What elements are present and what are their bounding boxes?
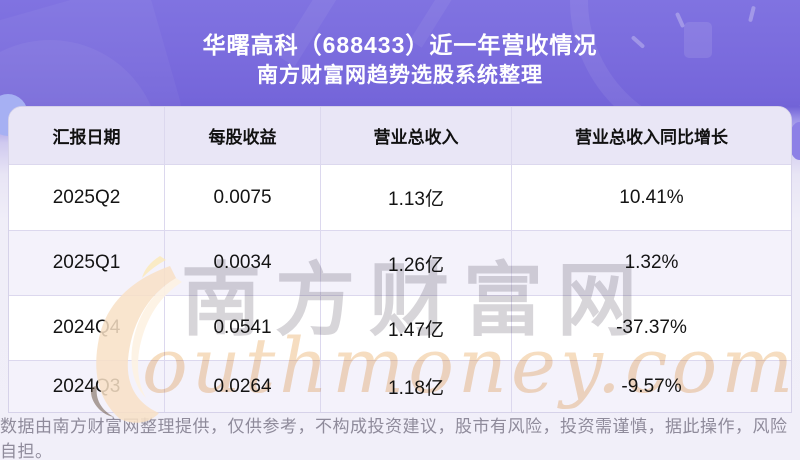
total-revenue-cell: 1.47亿 (321, 296, 512, 361)
total-revenue-cell: 1.13亿 (321, 165, 512, 231)
yoy-growth-cell: -37.37% (512, 296, 791, 361)
column-header-yoy-growth: 营业总收入同比增长 (512, 107, 791, 165)
eps-cell: 0.0264 (165, 361, 321, 412)
page-subtitle: 南方财富网趋势选股系统整理 (257, 64, 543, 87)
yoy-growth-cell: -9.57% (512, 361, 791, 412)
column-header-eps: 每股收益 (165, 107, 321, 165)
hero-banner: 华曙高科（688433）近一年营收情况 南方财富网趋势选股系统整理 (0, 0, 800, 106)
column-header-total-revenue: 营业总收入 (321, 107, 512, 165)
revenue-table: 汇报日期 每股收益 营业总收入 营业总收入同比增长 2025Q2 0.0075 1.… (8, 106, 792, 413)
yoy-growth-cell: 10.41% (512, 165, 791, 231)
disclaimer-text: 数据由南方财富网整理提供，仅供参考，不构成投资建议，股市有风险，投资需谨慎，据此… (0, 416, 788, 460)
disclaimer-footer: 数据由南方财富网整理提供，仅供参考，不构成投资建议，股市有风险，投资需谨慎，据此… (0, 413, 800, 460)
yoy-growth-cell: 1.32% (512, 231, 791, 296)
page-title: 华曙高科（688433）近一年营收情况 (202, 32, 598, 58)
column-header-report-date: 汇报日期 (9, 107, 165, 165)
report-date-cell: 2024Q4 (9, 296, 165, 361)
report-date-cell: 2025Q2 (9, 165, 165, 231)
eps-cell: 0.0075 (165, 165, 321, 231)
fuel-pump-icon (684, 22, 712, 58)
report-date-cell: 2024Q3 (9, 361, 165, 412)
report-date-cell: 2025Q1 (9, 231, 165, 296)
right-purple-blob-decoration (789, 122, 800, 160)
eps-cell: 0.0034 (165, 231, 321, 296)
eps-cell: 0.0541 (165, 296, 321, 361)
total-revenue-cell: 1.18亿 (321, 361, 512, 412)
total-revenue-cell: 1.26亿 (321, 231, 512, 296)
